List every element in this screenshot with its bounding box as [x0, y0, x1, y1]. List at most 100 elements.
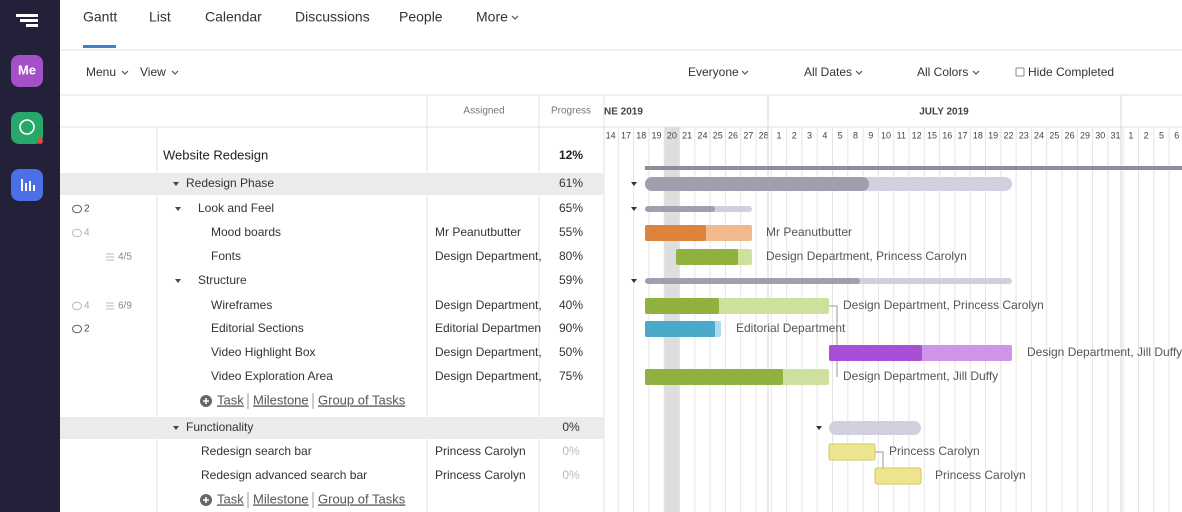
add-milestone[interactable]: Milestone: [253, 392, 309, 407]
gantt-bar[interactable]: [645, 369, 829, 385]
gantt-bar[interactable]: [645, 206, 752, 212]
assignee: Editorial Departmen: [435, 321, 541, 335]
day-label: 31: [1111, 130, 1121, 140]
progress-header: Progress: [551, 106, 591, 117]
checklist-count: 4/5: [118, 252, 132, 263]
colors-filter[interactable]: All Colors: [917, 65, 968, 79]
gantt-toggle[interactable]: [631, 207, 637, 211]
task-name[interactable]: Look and Feel: [198, 201, 274, 215]
bar-label: Princess Carolyn: [889, 444, 980, 458]
chat-glyph: [19, 119, 35, 135]
tab[interactable]: Calendar: [205, 9, 262, 25]
gantt-bar[interactable]: [645, 278, 1012, 284]
everyone-filter[interactable]: Everyone: [688, 65, 739, 79]
hide-completed[interactable]: Hide Completed: [1028, 65, 1114, 79]
task-name[interactable]: Video Exploration Area: [211, 369, 333, 383]
bar-progress: [645, 369, 783, 385]
task-name[interactable]: Mood boards: [211, 225, 281, 239]
gantt-bar[interactable]: [874, 467, 922, 485]
menu-button[interactable]: Menu: [86, 65, 116, 79]
task-name[interactable]: Redesign advanced search bar: [201, 468, 367, 482]
collapse-toggle[interactable]: [175, 279, 181, 283]
day-label: 4: [822, 130, 827, 140]
gantt-bar[interactable]: [645, 225, 752, 241]
collapse-toggle[interactable]: [175, 207, 181, 211]
task-name[interactable]: Wireframes: [211, 298, 272, 312]
gantt-bar[interactable]: [676, 249, 752, 265]
add-group[interactable]: Group of Tasks: [318, 491, 406, 506]
progress: 65%: [559, 201, 583, 215]
progress: 61%: [559, 176, 583, 190]
task-name[interactable]: Structure: [198, 273, 247, 287]
day-label: 11: [897, 130, 906, 140]
progress: 80%: [559, 249, 583, 263]
task-name[interactable]: Functionality: [186, 420, 253, 434]
task-name[interactable]: Redesign search bar: [201, 444, 312, 458]
bar-label: Design Department, Princess Carolyn: [843, 298, 1044, 312]
me-label[interactable]: Me: [18, 62, 36, 77]
comment-count: 4: [84, 301, 90, 312]
dates-filter[interactable]: All Dates: [804, 65, 852, 79]
checklist-icon: [106, 302, 114, 310]
bar-progress: [645, 225, 706, 241]
add-task[interactable]: Task: [217, 392, 244, 407]
day-label: 6: [1174, 130, 1179, 140]
assignee: Design Department,: [435, 298, 542, 312]
collapse-toggle[interactable]: [173, 182, 179, 186]
day-label: 25: [713, 130, 723, 140]
toolbar-chevrons: [121, 70, 980, 75]
comment-count: 2: [84, 324, 90, 335]
tab[interactable]: Discussions: [295, 9, 370, 25]
bar-progress: [645, 278, 860, 284]
day-label: 3: [807, 130, 812, 140]
add-milestone[interactable]: Milestone: [253, 491, 309, 506]
gantt-bar[interactable]: [829, 345, 1012, 361]
gantt-toggle[interactable]: [631, 182, 637, 186]
tab[interactable]: More: [476, 9, 508, 25]
group-row: [60, 417, 604, 439]
day-label: 5: [1159, 130, 1164, 140]
project-name: Website Redesign: [163, 147, 268, 162]
gantt-toggle[interactable]: [631, 279, 637, 283]
day-label: 17: [621, 130, 631, 140]
checklist-icon: [106, 253, 114, 261]
comment-icon: [72, 324, 82, 334]
bar-label: Design Department, Jill Duffy: [843, 369, 998, 383]
day-label: 15: [927, 130, 937, 140]
gantt-bar[interactable]: [645, 298, 829, 314]
task-name[interactable]: Editorial Sections: [211, 321, 304, 335]
gantt-bar[interactable]: [828, 443, 876, 461]
task-name[interactable]: Fonts: [211, 249, 241, 263]
comment-count: 2: [84, 204, 90, 215]
day-label: 26: [728, 130, 738, 140]
day-label: 1: [776, 130, 781, 140]
progress: 40%: [559, 298, 583, 312]
day-label: 18: [973, 130, 983, 140]
gantt-bar[interactable]: [645, 321, 721, 337]
gantt-toggle[interactable]: [816, 426, 822, 430]
notification-dot: [37, 138, 43, 144]
chat-icon[interactable]: [11, 112, 43, 144]
gantt-bar[interactable]: [829, 421, 921, 435]
hide-checkbox[interactable]: [1015, 67, 1025, 77]
task-name[interactable]: Video Highlight Box: [211, 345, 316, 359]
logo[interactable]: [16, 14, 38, 27]
month-label: JULY 2019: [919, 107, 969, 118]
day-label: 27: [743, 130, 753, 140]
tab[interactable]: Gantt: [83, 9, 117, 25]
add-group[interactable]: Group of Tasks: [318, 392, 406, 407]
day-label: 23: [1019, 130, 1029, 140]
add-task[interactable]: Task: [217, 491, 244, 506]
me-avatar[interactable]: [11, 55, 43, 87]
view-button[interactable]: View: [140, 65, 166, 79]
gantt-bar[interactable]: [645, 177, 1012, 191]
tab[interactable]: People: [399, 9, 443, 25]
day-label: 25: [1049, 130, 1059, 140]
assignee: Design Department,: [435, 249, 542, 263]
tab[interactable]: List: [149, 9, 171, 25]
collapse-toggle[interactable]: [173, 426, 179, 430]
project-bar: [645, 166, 1182, 170]
task-name[interactable]: Redesign Phase: [186, 176, 274, 190]
day-label: 1: [1128, 130, 1133, 140]
